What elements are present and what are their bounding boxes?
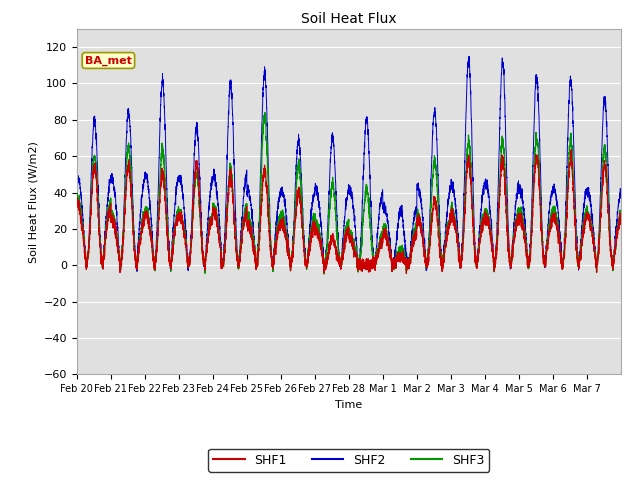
SHF1 [186, 254, 193, 260]
SHF2 [465, 54, 473, 60]
Line: SHF2: SHF2 [77, 57, 621, 271]
SHF3 [398, 249, 406, 254]
SHF3 [73, 201, 81, 206]
SHF2 [398, 208, 406, 214]
Line: SHF1: SHF1 [77, 150, 621, 274]
SHF2 [73, 175, 81, 181]
Line: SHF3: SHF3 [77, 113, 621, 274]
Title: Soil Heat Flux: Soil Heat Flux [301, 12, 397, 26]
SHF3 [261, 110, 269, 116]
SHF3 [369, 251, 377, 256]
SHF2 [133, 268, 141, 274]
SHF1 [539, 248, 547, 254]
SHF1 [73, 204, 81, 210]
SHF3 [499, 139, 506, 144]
SHF2 [617, 187, 625, 192]
SHF3 [320, 271, 328, 277]
SHF2 [186, 252, 193, 258]
Y-axis label: Soil Heat Flux (W/m2): Soil Heat Flux (W/m2) [28, 141, 38, 263]
SHF1 [398, 256, 406, 262]
SHF2 [539, 242, 547, 248]
SHF1 [498, 167, 506, 172]
SHF3 [617, 212, 625, 217]
SHF3 [539, 247, 547, 253]
SHF2 [499, 60, 506, 65]
SHF3 [186, 257, 193, 263]
Legend: SHF1, SHF2, SHF3: SHF1, SHF2, SHF3 [209, 449, 489, 472]
SHF3 [525, 264, 532, 270]
SHF1 [525, 261, 532, 266]
SHF1 [403, 271, 410, 276]
SHF2 [525, 260, 532, 266]
SHF1 [567, 147, 575, 153]
SHF2 [369, 250, 377, 256]
Text: BA_met: BA_met [85, 55, 132, 66]
SHF1 [369, 262, 377, 268]
SHF1 [617, 213, 625, 219]
X-axis label: Time: Time [335, 400, 362, 409]
